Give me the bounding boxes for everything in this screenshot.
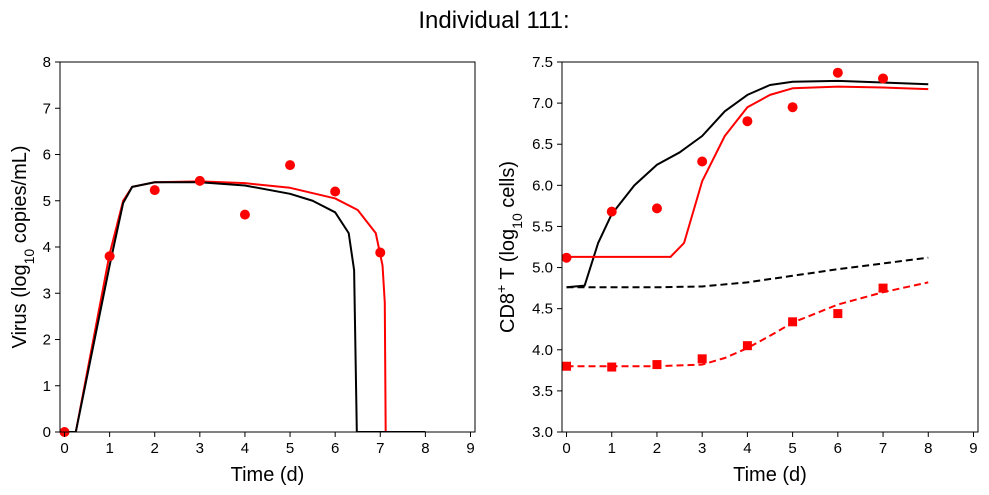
cd8-ytick-label-4: 5.0	[532, 260, 553, 277]
virus-xtick-label-1: 1	[105, 440, 113, 457]
cd8-y-axis-label: CD8+ T (log10 cells)	[493, 161, 525, 333]
cd8-xtick-label-2: 2	[653, 440, 661, 457]
virus-series-2-point-4	[239, 209, 250, 220]
cd8-series-5-point-2	[652, 360, 662, 370]
virus-xtick-label-8: 8	[421, 440, 429, 457]
virus-series-1-line	[64, 181, 426, 432]
virus-ytick-label-7: 7	[43, 100, 51, 117]
cd8-ytick-label-3: 4.5	[532, 301, 553, 318]
figure-title: Individual 111:	[418, 7, 569, 34]
cd8-xtick-label-8: 8	[924, 440, 932, 457]
cd8-ytick-label-0: 3.0	[532, 424, 553, 441]
virus-xtick-label-4: 4	[241, 440, 249, 457]
virus-ytick-label-5: 5	[43, 193, 51, 210]
virus-xtick-label-6: 6	[331, 440, 339, 457]
cd8-series-4-point-4	[742, 116, 753, 127]
virus-xtick-label-5: 5	[286, 440, 294, 457]
cd8-xtick-label-3: 3	[698, 440, 706, 457]
virus-ytick-label-3: 3	[43, 285, 51, 302]
cd8-series-5-point-4	[742, 341, 752, 351]
cd8-series-3-line	[566, 281, 929, 368]
virus-series-0-line	[64, 180, 426, 432]
cd8-series-4-point-1	[606, 206, 617, 217]
cd8-series-0-line	[566, 79, 929, 289]
virus-x-axis-label: Time (d)	[231, 464, 305, 486]
cd8-ytick-label-9: 7.5	[532, 54, 553, 71]
virus-xtick-label-0: 0	[60, 440, 68, 457]
virus-ytick-label-6: 6	[43, 147, 51, 164]
virus-axes-frame	[59, 61, 476, 433]
cd8-ytick-label-7: 6.5	[532, 136, 553, 153]
cd8-series-4-point-6	[832, 67, 843, 78]
cd8-series-1-line	[566, 85, 929, 258]
cd8-series-5-point-3	[697, 354, 707, 364]
cd8-series-5-point-1	[607, 362, 617, 372]
virus-series-2-point-1	[104, 251, 115, 262]
cd8-ytick-label-6: 6.0	[532, 177, 553, 194]
cd8-series-5-point-0	[562, 361, 572, 371]
cd8-ytick-label-2: 4.0	[532, 342, 553, 359]
cd8-xtick-label-0: 0	[562, 440, 570, 457]
virus-ytick-label-2: 2	[43, 332, 51, 349]
cd8-xtick-label-5: 5	[788, 440, 796, 457]
virus-series-2-point-7	[375, 247, 386, 258]
cd8-ytick-label-1: 3.5	[532, 383, 553, 400]
cd8-ytick-label-5: 5.5	[532, 218, 553, 235]
cd8-series-4-point-2	[651, 203, 662, 214]
virus-y-axis-label: Virus (log10 copies/mL)	[9, 145, 37, 348]
cd8-series-4-point-0	[561, 252, 572, 263]
virus-series-2-point-3	[194, 175, 205, 186]
cd8-series-4-point-3	[697, 156, 708, 167]
virus-plot-area	[64, 180, 426, 432]
virus-ytick-label-8: 8	[43, 54, 51, 71]
virus-xtick-label-9: 9	[466, 440, 474, 457]
cd8-ytick-label-8: 7.0	[532, 95, 553, 112]
virus-xtick-label-3: 3	[196, 440, 204, 457]
cd8-series-5-point-6	[833, 309, 843, 319]
cd8-x-axis-label: Time (d)	[733, 464, 807, 486]
virus-series-2-point-2	[149, 185, 160, 196]
virus-series-2-point-5	[285, 160, 296, 171]
cd8-xtick-label-1: 1	[608, 440, 616, 457]
cd8-xtick-label-7: 7	[879, 440, 887, 457]
cd8-series-5-point-7	[878, 283, 888, 293]
cd8-plot-area	[566, 79, 929, 368]
virus-series-2-point-6	[330, 186, 341, 197]
virus-ytick-label-0: 0	[43, 424, 51, 441]
cd8-series-4-point-7	[878, 73, 889, 84]
cd8-xtick-label-4: 4	[743, 440, 751, 457]
cd8-axes-frame	[561, 61, 979, 433]
cd8-chart: 0 1 2 3 4 5 6 7 8 9 3.0 3.5 4.0 4.5 5.0 5.5 6.0 6.5 7.0 7.5…	[493, 54, 979, 486]
cd8-xtick-label-9: 9	[969, 440, 977, 457]
virus-chart: 0 1 2 3 4 5 6 7 8 9 0 1 2 3 4 5 6 7 8 Time (d) Virus (log10 …	[9, 54, 476, 486]
cd8-xtick-label-6: 6	[834, 440, 842, 457]
cd8-series-4-point-5	[787, 102, 798, 113]
virus-ytick-label-4: 4	[43, 239, 51, 256]
virus-xtick-label-7: 7	[376, 440, 384, 457]
cd8-series-5-point-5	[788, 317, 798, 327]
cd8-series-2-line	[566, 256, 929, 289]
virus-xtick-label-2: 2	[151, 440, 159, 457]
virus-ytick-label-1: 1	[43, 378, 51, 395]
